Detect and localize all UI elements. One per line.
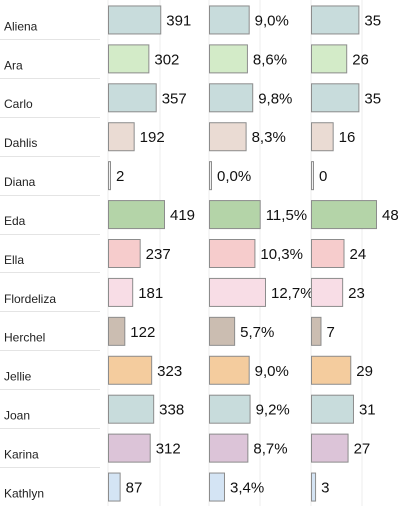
bar: [209, 200, 261, 230]
bar: [209, 433, 249, 463]
data-label: 3,4%: [230, 480, 264, 497]
data-label: 5,7%: [240, 324, 274, 341]
bar: [209, 355, 250, 385]
bar: [209, 44, 248, 74]
category-label: Kathlyn: [4, 486, 44, 500]
bar: [209, 122, 247, 152]
data-label: 0,0%: [217, 168, 251, 185]
data-label: 87: [126, 480, 143, 497]
data-label: 27: [354, 441, 371, 458]
data-label: 31: [359, 402, 376, 419]
category-label: Herchel: [4, 331, 45, 345]
bar: [108, 277, 134, 307]
data-label: 181: [138, 285, 163, 302]
data-label: 8,3%: [252, 129, 286, 146]
bar: [108, 5, 162, 35]
bar: [108, 394, 155, 424]
data-label: 9,8%: [258, 90, 292, 107]
bar: [108, 44, 150, 74]
data-label: 323: [157, 363, 182, 380]
data-label: 24: [350, 246, 367, 263]
bar: [311, 44, 348, 74]
data-label: 26: [352, 51, 369, 68]
bar: [209, 83, 254, 113]
bar: [311, 239, 345, 268]
data-label: 9,0%: [255, 12, 289, 29]
bar: [311, 83, 360, 113]
bar: [108, 355, 153, 385]
category-label: Flordeliza: [4, 292, 56, 306]
data-label: 9,0%: [255, 363, 289, 380]
data-label: 237: [146, 246, 171, 263]
category-label: Joan: [4, 409, 30, 423]
bar: [209, 161, 212, 191]
category-label: Ella: [4, 253, 24, 267]
data-label: 29: [356, 363, 373, 380]
category-label: Dahlis: [4, 136, 37, 150]
category-label: Carlo: [4, 97, 33, 111]
bar: [209, 316, 236, 346]
bar: [108, 472, 121, 502]
data-label: 312: [156, 441, 181, 458]
data-label: 2: [116, 168, 124, 185]
bar: [108, 316, 126, 346]
data-label: 192: [140, 129, 165, 146]
data-label: 10,3%: [260, 246, 303, 263]
bar: [311, 277, 344, 307]
bar: [108, 239, 141, 268]
bar: [108, 200, 165, 230]
bar: [108, 122, 135, 152]
data-label: 11,5%: [266, 207, 307, 224]
bar: [108, 433, 151, 463]
bar: [209, 394, 251, 424]
data-label: 35: [364, 12, 381, 29]
category-label: Jellie: [4, 370, 32, 384]
bar: [311, 5, 360, 35]
data-label: 16: [339, 129, 356, 146]
data-label: 35: [364, 90, 381, 107]
bar: [311, 200, 377, 230]
data-label: 3: [321, 480, 329, 497]
data-label: 8,6%: [253, 51, 287, 68]
bar: [311, 161, 314, 191]
category-label: Diana: [4, 175, 36, 189]
data-label: 9,2%: [256, 402, 290, 419]
bar: [209, 277, 266, 307]
category-label: Ara: [4, 58, 23, 72]
data-label: 7: [326, 324, 334, 341]
category-label: Aliena: [4, 19, 38, 33]
data-label: 0: [319, 168, 327, 185]
bar: [209, 239, 256, 268]
bar: [311, 394, 354, 424]
data-label: 338: [159, 402, 184, 419]
bar: [311, 355, 352, 385]
bar: [108, 83, 157, 113]
bar: [209, 5, 250, 35]
data-label: 8,7%: [253, 441, 287, 458]
bar: [311, 472, 317, 502]
data-label: 302: [154, 51, 179, 68]
data-label: 391: [166, 12, 191, 29]
bar: [311, 122, 334, 152]
bar: [209, 472, 225, 502]
data-label: 48: [382, 207, 399, 224]
bar: [311, 316, 322, 346]
data-label: 122: [130, 324, 155, 341]
category-label: Karina: [4, 448, 39, 462]
category-label: Eda: [4, 214, 26, 228]
bar: [108, 161, 111, 191]
bar: [311, 433, 349, 463]
data-label: 419: [170, 207, 195, 224]
data-label: 12,7%: [271, 285, 314, 302]
data-label: 357: [162, 90, 187, 107]
data-label: 23: [348, 285, 365, 302]
